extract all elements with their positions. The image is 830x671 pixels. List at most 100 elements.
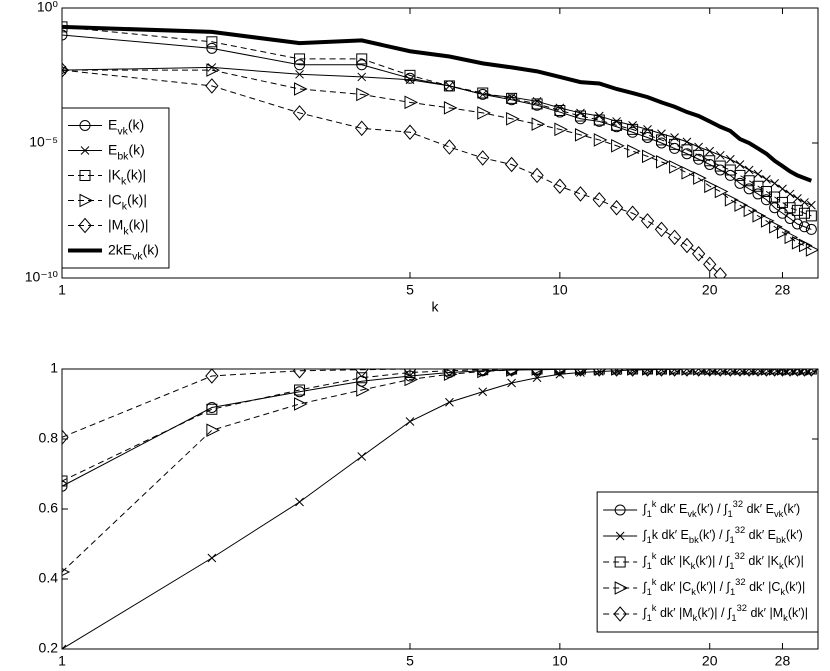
marker [691, 245, 706, 262]
marker [760, 369, 772, 375]
marker [655, 369, 667, 375]
y-tick-label: 1 [50, 360, 58, 376]
marker [614, 504, 626, 516]
marker [443, 101, 458, 115]
marker [680, 237, 694, 254]
marker [776, 207, 788, 219]
marker [775, 369, 790, 377]
marker [743, 175, 755, 187]
x-axis-label: k [432, 670, 440, 671]
marker [476, 150, 490, 166]
marker [642, 369, 656, 376]
marker [704, 369, 716, 375]
x-tick-label: 28 [775, 282, 791, 298]
marker [403, 124, 417, 141]
marker [670, 133, 679, 142]
marker [625, 369, 640, 377]
y-tick-label: 0.2 [39, 640, 59, 656]
marker [805, 369, 817, 375]
marker [751, 369, 765, 377]
marker [753, 169, 763, 179]
marker [725, 154, 735, 164]
plot-area [62, 21, 818, 278]
marker [734, 369, 749, 376]
marker [805, 243, 818, 257]
marker [593, 133, 608, 147]
x-axis-label: k [432, 299, 440, 315]
marker [294, 397, 308, 411]
marker [592, 369, 606, 377]
legend-item: Ebk(k) [68, 141, 145, 162]
marker [627, 369, 641, 376]
y-tick-label: 0.4 [39, 570, 59, 586]
legend-label: ∫1k dk′ Ebk(k′) / ∫132 dk′ Ebk(k′) [642, 525, 803, 545]
marker [553, 369, 567, 377]
marker [681, 144, 693, 156]
marker [798, 221, 810, 233]
legend-item: |Ck(k)| [68, 191, 147, 212]
marker [531, 117, 546, 131]
marker [743, 369, 758, 376]
marker [784, 230, 799, 245]
marker [531, 98, 543, 110]
marker [553, 178, 567, 195]
marker [404, 369, 416, 378]
marker [79, 193, 94, 208]
marker [292, 105, 307, 121]
marker [206, 403, 218, 415]
marker [405, 75, 415, 85]
marker [654, 369, 669, 377]
marker [532, 373, 542, 383]
marker [594, 111, 604, 121]
marker [776, 369, 791, 376]
marker [294, 82, 308, 96]
marker [760, 369, 775, 376]
marker [356, 383, 370, 397]
marker [791, 369, 803, 375]
marker [640, 213, 655, 229]
marker [574, 110, 586, 122]
marker [574, 369, 589, 376]
marker [403, 369, 417, 377]
marker [805, 210, 817, 222]
marker [574, 369, 586, 375]
legend-label: ∫1k dk′ |Mk(k′)| / ∫132 dk′ |Mk(k′)| [642, 603, 808, 623]
marker [669, 160, 683, 174]
x-tick-label: 20 [702, 282, 718, 298]
marker [767, 369, 782, 377]
marker [762, 175, 771, 184]
marker [625, 205, 640, 222]
marker [530, 167, 544, 184]
x-tick-label: 10 [552, 282, 568, 298]
marker [554, 122, 568, 137]
marker [714, 184, 729, 199]
marker [642, 129, 654, 141]
marker [760, 185, 772, 197]
marker [613, 606, 627, 622]
marker [693, 149, 705, 161]
marker [356, 53, 368, 65]
marker [713, 267, 727, 278]
marker [611, 369, 625, 376]
marker [593, 369, 605, 375]
marker [734, 198, 749, 212]
marker [723, 369, 737, 377]
y-tick-label: 10⁰ [37, 0, 59, 15]
legend-label: 2kEvk(k) [108, 241, 159, 262]
marker [743, 183, 755, 195]
marker [791, 236, 806, 250]
legend-item: |Mk(k)| [68, 216, 149, 237]
marker [714, 369, 726, 375]
marker [752, 369, 764, 375]
legend-item: 2kEvk(k) [68, 241, 159, 262]
marker [760, 214, 775, 228]
series-line [62, 369, 812, 482]
legend-item: ∫1k dk′ |Mk(k′)| / ∫132 dk′ |Mk(k′)| [603, 603, 808, 623]
marker [784, 202, 796, 214]
legend-label: ∫1k dk′ |Kk(k′)| / ∫132 dk′ |Kk(k′)| [642, 551, 804, 571]
marker [506, 111, 520, 126]
marker [791, 369, 806, 376]
marker [79, 120, 91, 131]
marker [207, 553, 217, 563]
marker [681, 369, 693, 375]
